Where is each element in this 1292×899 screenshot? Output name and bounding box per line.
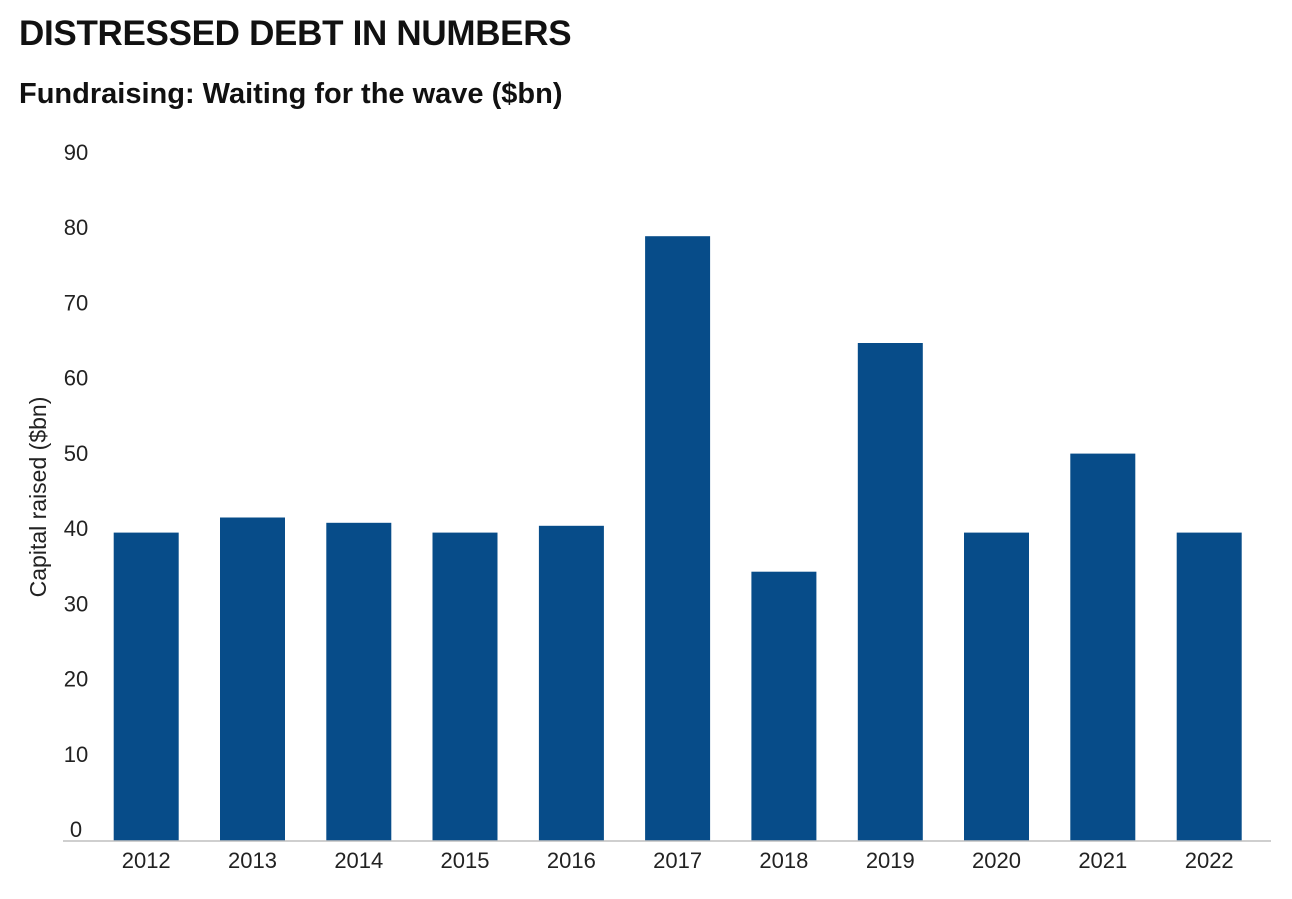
- bar-2020: [964, 532, 1029, 841]
- y-tick-label: 60: [64, 366, 88, 391]
- bar-2019: [857, 343, 923, 841]
- bar-2017: [645, 236, 711, 841]
- chart-title: Fundraising: Waiting for the wave ($bn): [19, 78, 563, 110]
- y-axis-label: Capital raised ($bn): [25, 397, 51, 598]
- page-title: DISTRESSED DEBT IN NUMBERS: [19, 14, 572, 53]
- bar-2015: [432, 532, 498, 841]
- x-tick-label: 2012: [122, 848, 171, 873]
- bar-2014: [326, 522, 392, 841]
- x-tick-label: 2022: [1185, 848, 1234, 873]
- y-tick-label: 90: [64, 140, 88, 165]
- x-tick-label: 2014: [334, 848, 383, 873]
- x-tick-label: 2018: [759, 848, 808, 873]
- bar-2022: [1176, 532, 1242, 841]
- y-tick-label: 20: [64, 667, 88, 692]
- x-tick-label: 2017: [653, 848, 702, 873]
- y-tick-label: 0: [70, 817, 82, 842]
- x-tick-label: 2013: [228, 848, 277, 873]
- bar-2021: [1070, 453, 1136, 841]
- y-tick-label: 10: [64, 742, 88, 767]
- y-tick-label: 50: [64, 441, 88, 466]
- y-tick-label: 70: [64, 290, 88, 315]
- bar-2013: [220, 517, 285, 841]
- x-tick-label: 2015: [441, 848, 490, 873]
- bar-2016: [538, 525, 604, 841]
- bar-2012: [113, 532, 179, 841]
- x-tick-label: 2016: [547, 848, 596, 873]
- x-tick-label: 2020: [972, 848, 1021, 873]
- bar-2018: [751, 571, 817, 841]
- y-tick-label: 30: [64, 591, 88, 616]
- y-tick-label: 80: [64, 215, 88, 240]
- x-tick-label: 2021: [1078, 848, 1127, 873]
- y-tick-label: 40: [64, 516, 88, 541]
- x-tick-label: 2019: [866, 848, 915, 873]
